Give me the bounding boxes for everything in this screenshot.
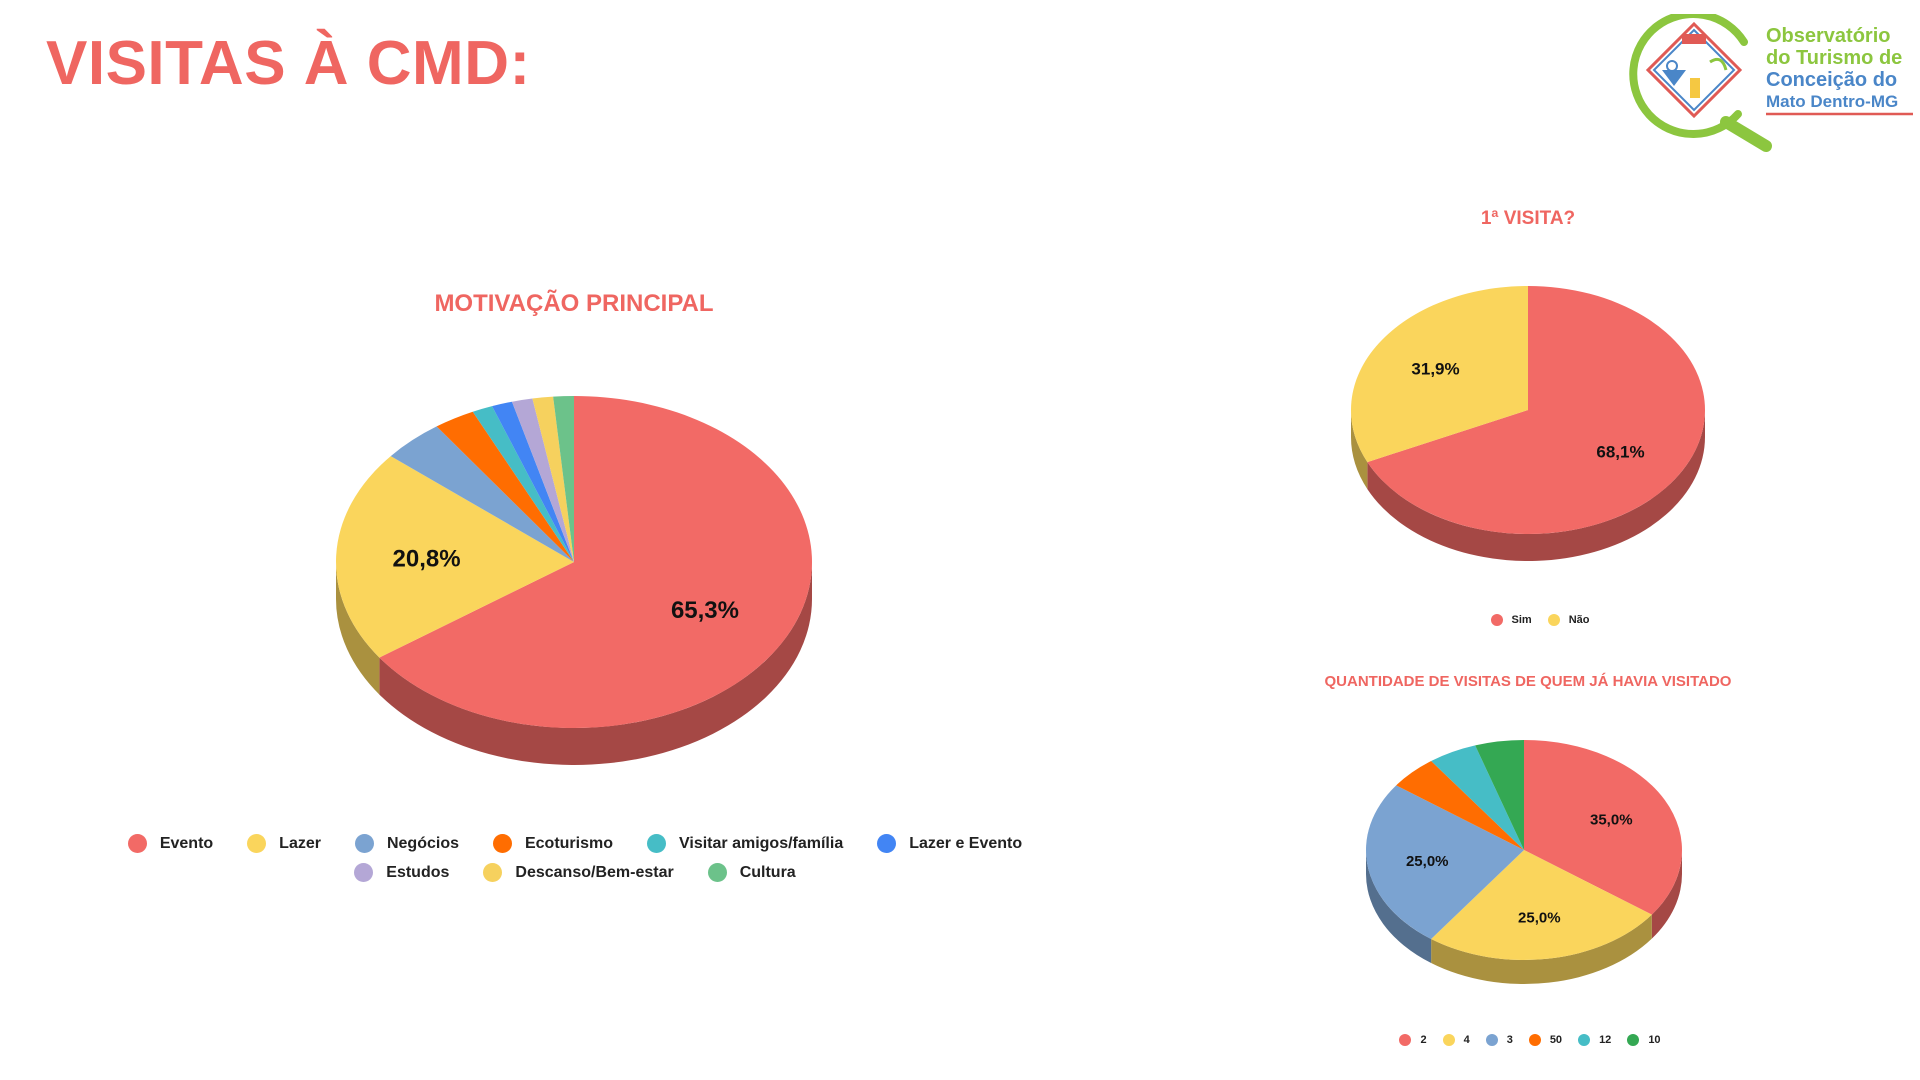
chart-title-primeira-visita: 1ª VISITA? [1480,208,1576,229]
legend-swatch [1399,1034,1412,1046]
pie-side-4 [1431,914,1652,985]
legend-item-nao: Não [1547,614,1590,626]
legend-label: Não [1568,614,1590,626]
pie-slice-ecoturismo [436,411,574,562]
legend-swatch [1578,1034,1591,1046]
chart-title-motivacao: MOTIVAÇÃO PRINCIPAL [434,290,714,317]
legend-item-50: 50 [1528,1034,1563,1046]
legend-label: Ecoturismo [524,834,613,852]
legend-swatch [647,834,666,853]
legend-label: Cultura [739,863,796,881]
pie-slice-evento [379,396,813,729]
logo-line2: do Turismo de [1766,47,1902,69]
pie-slice-visitar-amigos-familia [472,406,574,562]
legend-swatch [127,834,147,853]
legend-label: Lazer [279,834,321,852]
pie-slice-nao [1350,286,1528,463]
pie-slice-2 [1524,740,1682,915]
legend-swatch [877,834,897,853]
pie-slice-50 [1396,761,1524,850]
data-label-2: 35,0% [1590,811,1633,828]
legend-swatch [1442,1034,1455,1046]
logo-line4: Mato Dentro-MG [1766,92,1898,111]
legend-item-lazer: Lazer [247,834,321,853]
pie-side-sim [1367,410,1705,561]
legend-label: Negócios [386,834,459,852]
legend-swatch [1627,1034,1640,1046]
pie-slice-estudos [511,398,574,562]
pie-slice-3 [1366,785,1524,939]
legend-item-4: 4 [1442,1034,1470,1046]
data-label-3: 25,0% [1406,853,1449,870]
legend-label: Evento [159,834,214,852]
legend-item-descanso-bem-estar: Descanso/Bem-estar [483,863,674,882]
chart-title-quantidade: QUANTIDADE DE VISITAS DE QUEM JÁ HAVIA V… [1324,673,1732,690]
legend-swatch [354,834,374,853]
legend-swatch [354,863,374,882]
pie-side-nao [1351,410,1368,490]
pie-side-2 [1651,850,1682,939]
pie-slice-descanso-bem-estar [532,396,574,562]
legend-swatch [247,834,267,853]
legend-label: 3 [1506,1034,1513,1046]
legend-label: Visitar amigos/família [679,834,844,852]
pie-side-evento [379,562,812,765]
logo-line1: Observatório [1766,25,1890,47]
legend-label: Estudos [386,863,450,881]
legend-swatch [1490,614,1503,626]
legend-label: 50 [1549,1034,1563,1046]
data-label-nao: 31,9% [1411,360,1459,379]
legend-swatch [707,863,727,882]
legend-label: 2 [1420,1034,1427,1046]
legend-item-12: 12 [1578,1034,1611,1046]
legend-item-sim: Sim [1490,614,1532,626]
legend-item-estudos: Estudos [354,863,449,882]
legend-primeira-visita: Sim Não [1440,614,1640,626]
legend-swatch [483,863,503,882]
pie-slice-cultura [553,396,574,562]
legend-item-3: 3 [1485,1034,1513,1046]
legend-item-negocios: Negócios [354,834,459,853]
pie-side-lazer [336,562,380,695]
pie-slice-10 [1475,740,1524,850]
legend-swatch [1547,614,1560,626]
legend-item-lazer-e-evento: Lazer e Evento [877,834,1022,853]
legend-swatch [492,834,512,853]
legend-item-cultura: Cultura [707,863,796,882]
legend-item-evento: Evento [127,834,214,853]
legend-swatch [1485,1034,1498,1046]
pie-slice-12 [1431,745,1524,850]
legend-item-visitar-amigos-familia: Visitar amigos/família [647,834,843,853]
logo-line3: Conceição do [1766,69,1897,91]
legend-label: Lazer e Evento [909,834,1023,852]
legend-label: Descanso/Bem-estar [515,863,674,881]
page-title: VISITAS À CMD: [46,29,531,98]
pie-slice-4 [1431,850,1652,960]
pie-slice-sim [1367,286,1705,534]
magnifier-icon [1629,14,1772,152]
data-label-4: 25,0% [1518,910,1561,927]
legend-label: 4 [1463,1034,1470,1046]
pie-slice-negocios [390,426,574,562]
data-label-evento: 65,3% [671,597,739,624]
pie-side-3 [1366,850,1432,963]
data-label-sim: 68,1% [1596,442,1644,461]
legend-label: 10 [1648,1034,1661,1046]
data-label-lazer: 20,8% [393,545,461,572]
pie-slice-lazer [336,456,574,658]
legend-swatch [1528,1034,1541,1046]
observatorio-logo: Observatório do Turismo de Conceição do … [1629,14,1913,152]
pie-slice-lazer-e-evento [492,401,574,562]
legend-item-2: 2 [1399,1034,1427,1046]
legend-label: Sim [1511,614,1532,626]
legend-quantidade: 2 4 3 50 12 10 [1380,1034,1680,1046]
legend-item-ecoturismo: Ecoturismo [492,834,613,853]
legend-item-10: 10 [1627,1034,1661,1046]
legend-label: 12 [1599,1034,1612,1046]
legend-motivacao: Evento Lazer Negócios Ecoturismo Visitar ami… [70,834,1080,882]
